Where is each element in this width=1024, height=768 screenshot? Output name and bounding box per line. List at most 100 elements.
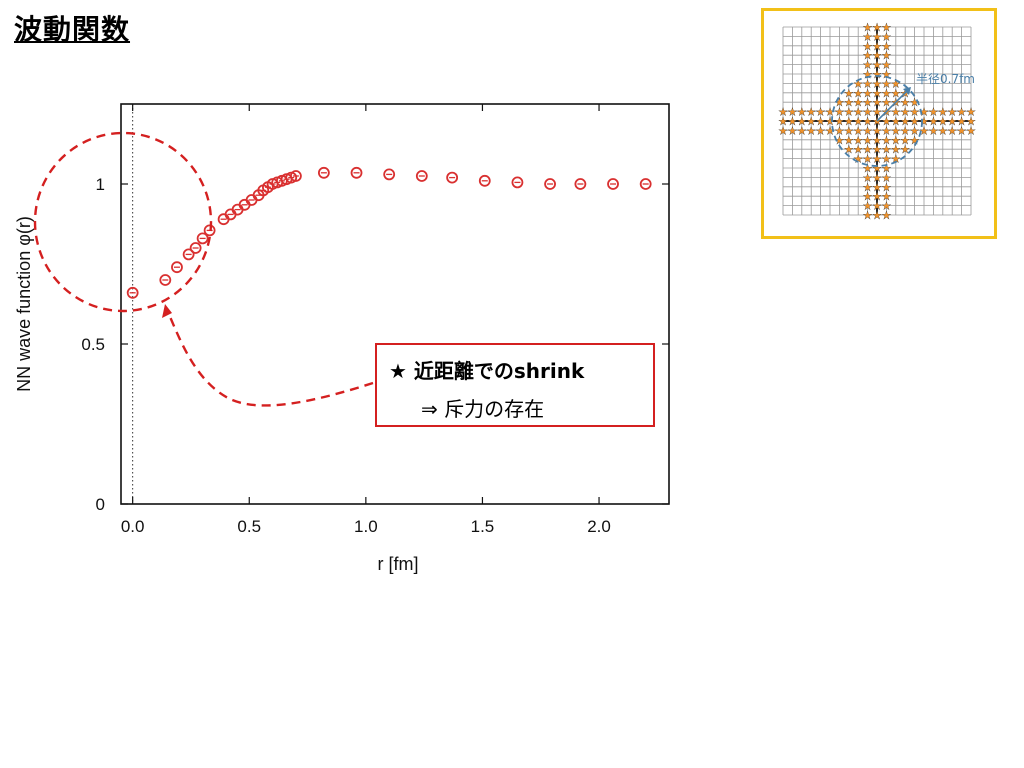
star-marker: ★ bbox=[910, 106, 920, 119]
star-marker: ★ bbox=[872, 209, 882, 222]
star-marker: ★ bbox=[853, 106, 863, 119]
radius-arrowhead bbox=[903, 87, 911, 95]
star-marker: ★ bbox=[787, 124, 797, 137]
star-marker: ★ bbox=[910, 124, 920, 137]
star-marker: ★ bbox=[834, 96, 844, 109]
star-marker: ★ bbox=[853, 153, 863, 166]
star-marker: ★ bbox=[928, 106, 938, 119]
data-point bbox=[289, 170, 302, 182]
annotation-box: ★ 近距離でのshrink ⇒ 斥力の存在 bbox=[375, 343, 655, 427]
star-marker: ★ bbox=[834, 115, 844, 128]
star-marker: ★ bbox=[900, 115, 910, 128]
star-marker: ★ bbox=[881, 21, 891, 34]
star-marker: ★ bbox=[778, 106, 788, 119]
star-marker: ★ bbox=[910, 96, 920, 109]
star-marker: ★ bbox=[881, 209, 891, 222]
radius-arrow bbox=[876, 88, 910, 122]
star-marker: ★ bbox=[881, 30, 891, 43]
star-marker: ★ bbox=[863, 124, 873, 137]
star-marker: ★ bbox=[966, 115, 976, 128]
star-marker: ★ bbox=[806, 124, 816, 137]
star-marker: ★ bbox=[863, 200, 873, 213]
star-marker: ★ bbox=[881, 190, 891, 203]
radius-circle bbox=[831, 75, 923, 167]
star-marker: ★ bbox=[872, 124, 882, 137]
star-marker: ★ bbox=[863, 143, 873, 156]
star-marker: ★ bbox=[816, 115, 826, 128]
star-marker: ★ bbox=[872, 21, 882, 34]
star-marker: ★ bbox=[938, 124, 948, 137]
star-marker: ★ bbox=[881, 171, 891, 184]
data-point bbox=[317, 166, 330, 179]
data-point bbox=[171, 261, 183, 274]
data-point bbox=[415, 170, 428, 182]
star-marker: ★ bbox=[787, 106, 797, 119]
x-tick-label: 0.5 bbox=[237, 517, 261, 536]
star-marker: ★ bbox=[863, 68, 873, 81]
star-marker: ★ bbox=[863, 87, 873, 100]
star-marker: ★ bbox=[872, 200, 882, 213]
star-marker: ★ bbox=[881, 143, 891, 156]
annotation-arrowhead bbox=[162, 304, 172, 318]
star-marker: ★ bbox=[957, 124, 967, 137]
star-marker: ★ bbox=[881, 124, 891, 137]
star-marker: ★ bbox=[919, 106, 929, 119]
annotation-arrow bbox=[166, 311, 374, 407]
star-marker: ★ bbox=[863, 106, 873, 119]
star-marker: ★ bbox=[825, 115, 835, 128]
star-marker: ★ bbox=[872, 162, 882, 175]
star-marker: ★ bbox=[863, 134, 873, 147]
star-marker: ★ bbox=[881, 96, 891, 109]
y-tick-label: 1 bbox=[96, 175, 105, 194]
radius-label: 半径0.7fm bbox=[916, 72, 975, 86]
star-marker: ★ bbox=[844, 96, 854, 109]
star-marker: ★ bbox=[900, 106, 910, 119]
star-marker: ★ bbox=[881, 49, 891, 62]
star-marker: ★ bbox=[816, 124, 826, 137]
star-marker: ★ bbox=[872, 77, 882, 90]
star-marker: ★ bbox=[872, 181, 882, 194]
data-point bbox=[350, 166, 363, 179]
data-point bbox=[383, 168, 396, 181]
y-axis-label: NN wave function φ(r) bbox=[14, 216, 34, 392]
star-marker: ★ bbox=[863, 153, 873, 166]
star-marker: ★ bbox=[872, 115, 882, 128]
star-marker: ★ bbox=[957, 106, 967, 119]
star-marker: ★ bbox=[778, 115, 788, 128]
data-point bbox=[511, 176, 524, 189]
star-marker: ★ bbox=[881, 162, 891, 175]
star-marker: ★ bbox=[947, 124, 957, 137]
star-marker: ★ bbox=[863, 96, 873, 109]
data-point bbox=[159, 274, 172, 286]
lattice-diagram: ★★★★★★★★★★★★★★★★★★★★★★★★★★★★★★★★★★★★★★★★… bbox=[778, 21, 976, 222]
star-marker: ★ bbox=[853, 134, 863, 147]
data-point bbox=[196, 232, 209, 245]
star-marker: ★ bbox=[853, 115, 863, 128]
star-marker: ★ bbox=[891, 143, 901, 156]
star-marker: ★ bbox=[872, 87, 882, 100]
star-marker: ★ bbox=[881, 68, 891, 81]
data-point bbox=[639, 178, 652, 190]
star-marker: ★ bbox=[872, 143, 882, 156]
data-point bbox=[446, 171, 459, 184]
data-point bbox=[203, 224, 216, 237]
star-marker: ★ bbox=[900, 124, 910, 137]
star-marker: ★ bbox=[863, 209, 873, 222]
star-marker: ★ bbox=[853, 77, 863, 90]
data-point bbox=[126, 286, 139, 299]
star-marker: ★ bbox=[834, 124, 844, 137]
star-marker: ★ bbox=[844, 124, 854, 137]
star-marker: ★ bbox=[872, 134, 882, 147]
star-marker: ★ bbox=[863, 181, 873, 194]
star-marker: ★ bbox=[881, 59, 891, 72]
star-marker: ★ bbox=[891, 87, 901, 100]
star-marker: ★ bbox=[806, 106, 816, 119]
star-marker: ★ bbox=[844, 106, 854, 119]
star-marker: ★ bbox=[825, 106, 835, 119]
star-marker: ★ bbox=[863, 115, 873, 128]
star-marker: ★ bbox=[928, 124, 938, 137]
star-marker: ★ bbox=[872, 106, 882, 119]
star-marker: ★ bbox=[900, 134, 910, 147]
star-marker: ★ bbox=[891, 77, 901, 90]
star-marker: ★ bbox=[910, 115, 920, 128]
